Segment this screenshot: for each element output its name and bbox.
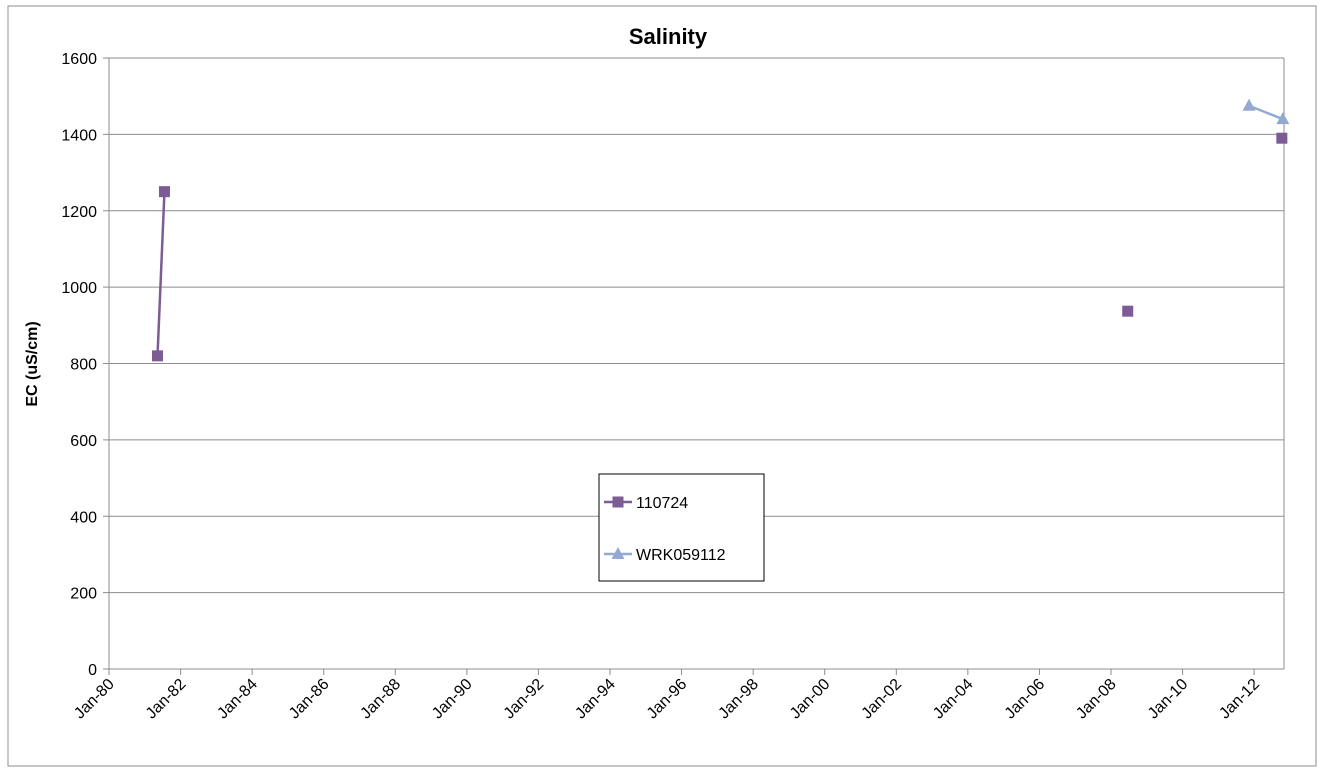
y-tick-label: 0 xyxy=(88,662,97,679)
data-point xyxy=(1276,132,1288,144)
y-tick-label: 1200 xyxy=(61,204,97,221)
legend-swatch-marker xyxy=(611,547,625,559)
legend-box xyxy=(598,473,765,582)
legend-label: 110724 xyxy=(636,495,688,512)
series-110724 xyxy=(151,132,1288,362)
series xyxy=(151,98,1290,362)
y-tick-labels: 0 200 400 600 800 1000 1200 1400 1600 xyxy=(61,51,97,679)
legend-label: WRK059112 xyxy=(636,547,726,564)
y-tick-label: 600 xyxy=(70,433,97,450)
series-line xyxy=(156,191,166,356)
data-point xyxy=(1122,305,1134,317)
y-tick-label: 1400 xyxy=(61,127,97,144)
data-point xyxy=(1276,112,1290,125)
axes xyxy=(103,57,1285,675)
series-WRK059112 xyxy=(1242,98,1290,125)
y-tick-label: 400 xyxy=(70,509,97,526)
data-point xyxy=(1242,98,1256,111)
y-tick-label: 800 xyxy=(70,357,97,374)
y-tick-label: 200 xyxy=(70,586,97,603)
y-axis-label: EC (uS/cm) xyxy=(24,321,41,406)
series-line xyxy=(1248,104,1284,121)
y-tick-label: 1000 xyxy=(61,280,97,297)
legend-entry-WRK059112: WRK059112 xyxy=(604,547,726,564)
data-point xyxy=(158,186,170,198)
legend: 110724 WRK059112 xyxy=(598,473,765,582)
legend-entries: 110724 WRK059112 xyxy=(604,495,726,564)
y-tick-label: 1600 xyxy=(61,51,97,68)
chart-border xyxy=(7,5,1317,767)
data-point xyxy=(151,350,163,362)
legend-swatch-marker xyxy=(612,496,624,508)
gridlines xyxy=(109,57,1284,594)
legend-entry-110724: 110724 xyxy=(604,495,688,512)
chart-title: Salinity xyxy=(629,24,708,49)
